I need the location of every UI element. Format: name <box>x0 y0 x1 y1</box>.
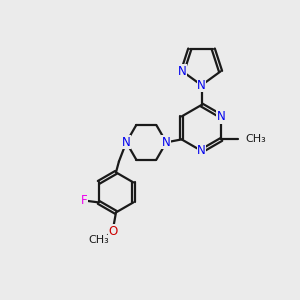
Text: N: N <box>178 65 187 78</box>
Text: CH₃: CH₃ <box>246 134 267 144</box>
Text: CH₃: CH₃ <box>88 236 109 245</box>
Text: N: N <box>197 79 206 92</box>
Text: O: O <box>108 225 118 238</box>
Text: N: N <box>122 136 131 149</box>
Text: N: N <box>162 136 171 149</box>
Text: N: N <box>197 144 206 158</box>
Text: N: N <box>217 110 226 123</box>
Text: F: F <box>81 194 87 207</box>
